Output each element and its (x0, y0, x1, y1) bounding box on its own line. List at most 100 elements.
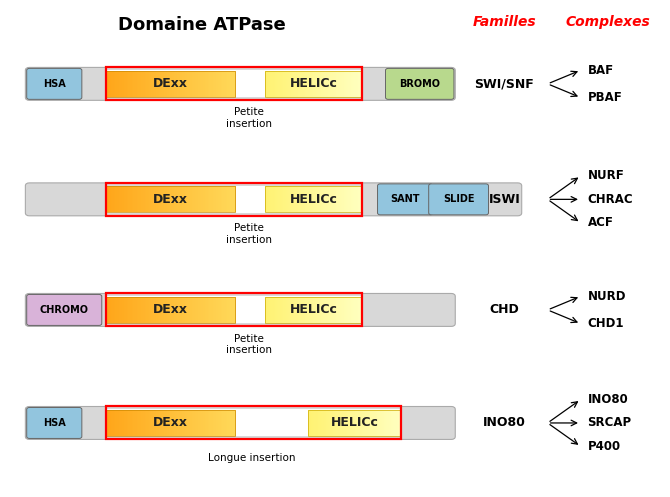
Text: DExx: DExx (153, 193, 188, 206)
Bar (322, 297, 324, 323)
Bar (338, 71, 339, 97)
Bar (297, 71, 299, 97)
Bar (182, 410, 184, 436)
Bar (168, 297, 170, 323)
Bar (281, 186, 283, 212)
Bar (129, 297, 131, 323)
Bar (317, 71, 318, 97)
Bar (218, 410, 220, 436)
Bar (106, 71, 235, 97)
Bar (324, 71, 326, 97)
Bar (304, 297, 306, 323)
Bar (326, 186, 327, 212)
Bar (328, 186, 330, 212)
Bar (285, 186, 287, 212)
Bar (318, 186, 320, 212)
Bar (180, 71, 182, 97)
Bar (210, 186, 211, 212)
Bar (333, 297, 334, 323)
Bar (400, 410, 402, 436)
Bar (157, 186, 159, 212)
Bar (353, 297, 354, 323)
FancyBboxPatch shape (377, 184, 433, 215)
Text: DExx: DExx (153, 416, 188, 429)
Bar (354, 71, 356, 97)
Bar (321, 297, 322, 323)
Bar (315, 297, 316, 323)
Bar (316, 410, 318, 436)
Bar (273, 186, 275, 212)
Bar (311, 186, 312, 212)
Bar (165, 71, 168, 97)
Bar (291, 297, 293, 323)
Bar (165, 297, 168, 323)
Bar (172, 71, 174, 97)
Bar (227, 186, 229, 212)
Bar (107, 71, 109, 97)
Text: SANT: SANT (391, 194, 420, 204)
Bar (327, 410, 328, 436)
Bar (345, 186, 346, 212)
Bar (113, 71, 114, 97)
Bar (211, 410, 213, 436)
FancyBboxPatch shape (27, 408, 82, 438)
Bar (200, 186, 202, 212)
Bar (106, 297, 235, 323)
Bar (265, 71, 267, 97)
Bar (187, 410, 189, 436)
Bar (219, 186, 221, 212)
Bar (276, 71, 277, 97)
Bar (360, 410, 362, 436)
Bar (345, 71, 346, 97)
Bar (132, 410, 133, 436)
Text: ACF: ACF (588, 217, 613, 230)
Bar (387, 410, 389, 436)
Bar (328, 71, 330, 97)
Bar (117, 410, 119, 436)
Bar (275, 71, 277, 97)
Bar (269, 71, 271, 97)
Bar (201, 186, 203, 212)
Bar (212, 410, 214, 436)
Bar (355, 410, 356, 436)
Bar (157, 410, 159, 436)
Bar (146, 410, 148, 436)
Bar (338, 410, 340, 436)
Bar (188, 297, 190, 323)
Bar (327, 186, 328, 212)
Bar (300, 71, 302, 97)
Bar (200, 410, 202, 436)
Bar (208, 297, 210, 323)
Text: PBAF: PBAF (588, 91, 622, 104)
Bar (211, 71, 213, 97)
Bar (206, 71, 208, 97)
Bar (265, 186, 362, 212)
Bar (360, 71, 362, 97)
Bar (227, 410, 229, 436)
Bar (133, 410, 135, 436)
Bar (317, 186, 318, 212)
Bar (216, 71, 218, 97)
Bar (127, 297, 129, 323)
Bar (276, 186, 277, 212)
Bar (198, 71, 200, 97)
Bar (127, 410, 129, 436)
Bar (352, 410, 354, 436)
Bar (109, 71, 111, 97)
Bar (135, 71, 137, 97)
Bar (285, 186, 286, 212)
Text: HELICc: HELICc (331, 416, 379, 429)
Bar (319, 410, 320, 436)
Bar (357, 410, 358, 436)
Bar (309, 297, 310, 323)
Bar (206, 410, 208, 436)
Text: Longue insertion: Longue insertion (208, 453, 295, 463)
Bar (273, 297, 275, 323)
Bar (336, 71, 338, 97)
Bar (285, 71, 287, 97)
Bar (208, 410, 210, 436)
Bar (117, 297, 119, 323)
Bar (137, 71, 139, 97)
Bar (276, 297, 277, 323)
Bar (358, 186, 360, 212)
